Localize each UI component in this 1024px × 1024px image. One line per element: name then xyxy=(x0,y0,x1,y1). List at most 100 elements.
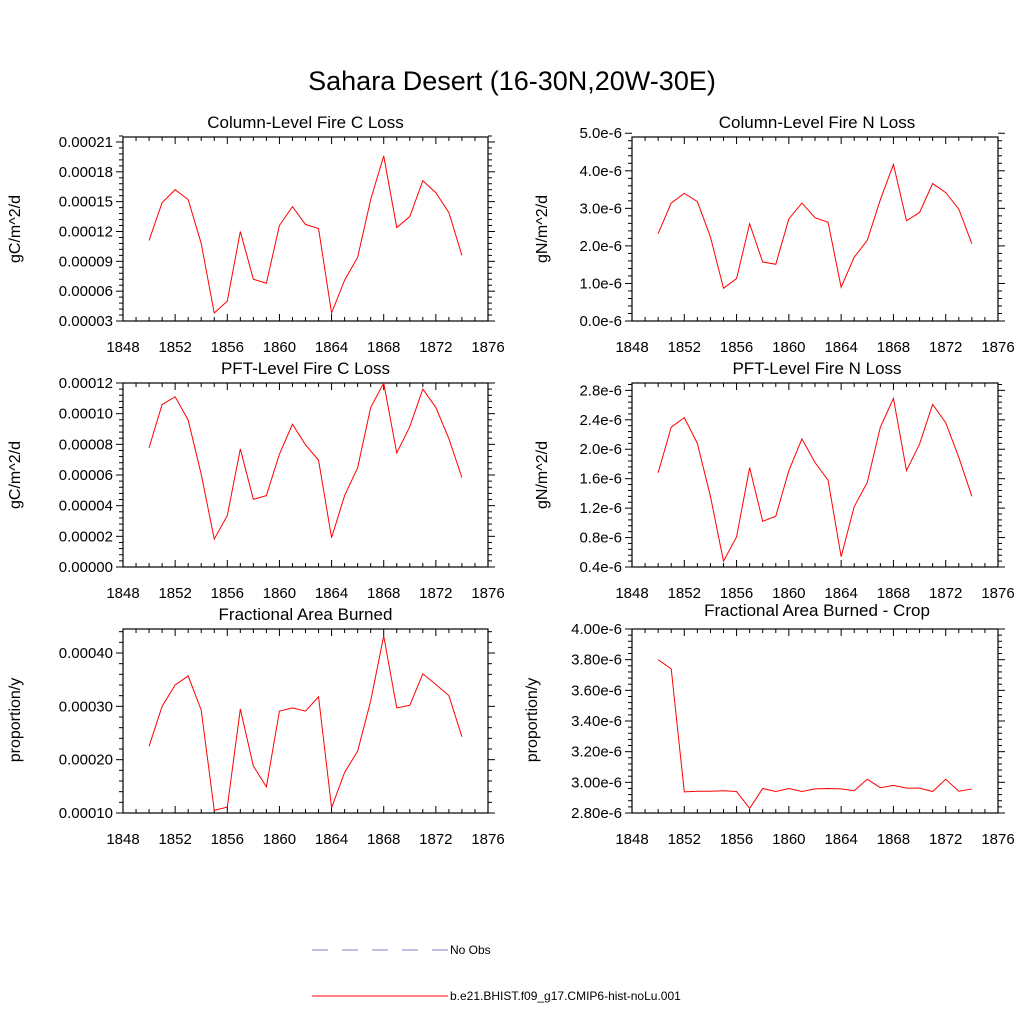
series-line xyxy=(657,396,973,563)
panel-area-burned: 1848 1852 1856 1860 1864 1868 1872 1876 0.00010 0… xyxy=(59,628,505,848)
y-tick-label: 1.2e-6 xyxy=(579,500,622,517)
x-tick-label: 1856 xyxy=(720,831,753,848)
x-tick-label: 1848 xyxy=(615,339,648,356)
y-tick-label: 0.00012 xyxy=(59,375,113,392)
y-tick-label: 1.6e-6 xyxy=(579,471,622,488)
x-tick-label: 1856 xyxy=(720,585,753,602)
y-tick-label: 0.00010 xyxy=(59,406,113,423)
panel-title-column-c: Column-Level Fire C Loss xyxy=(207,113,404,132)
y-tick-label: 3.80e-6 xyxy=(571,652,622,669)
y-tick-label: 3.20e-6 xyxy=(571,744,622,761)
y-tick-label: 0.00003 xyxy=(59,313,113,330)
panel-title-area-burned-crop: Fractional Area Burned - Crop xyxy=(704,601,930,620)
x-tick-label: 1856 xyxy=(211,831,244,848)
y-tick-label: 2.4e-6 xyxy=(579,412,622,429)
y-tick-label: 4.00e-6 xyxy=(571,621,622,638)
x-tick-label: 1848 xyxy=(615,831,648,848)
y-tick-label: 3.40e-6 xyxy=(571,713,622,730)
y-tick-label: 2.8e-6 xyxy=(579,382,622,399)
legend-label-no-obs: No Obs xyxy=(450,943,491,957)
legend: No Obs b.e21.BHIST.f09_g17.CMIP6-hist-no… xyxy=(312,943,681,1003)
y-tick-label: 0.00010 xyxy=(59,805,113,822)
series-line xyxy=(148,381,463,541)
x-tick-label: 1876 xyxy=(471,585,504,602)
y-tick-label: 0.4e-6 xyxy=(579,559,622,576)
x-tick-label: 1872 xyxy=(929,585,962,602)
ylabel-pft-c: gC/m^2/d xyxy=(7,441,24,509)
y-tick-label: 0.00006 xyxy=(59,283,113,300)
x-tick-label: 1868 xyxy=(877,831,910,848)
plot-frame xyxy=(631,628,999,814)
x-tick-label: 1868 xyxy=(367,831,400,848)
x-tick-label: 1864 xyxy=(315,339,348,356)
panel-title-area-burned: Fractional Area Burned xyxy=(219,605,393,624)
x-tick-label: 1852 xyxy=(158,831,191,848)
x-tick-label: 1876 xyxy=(471,339,504,356)
x-tick-label: 1860 xyxy=(772,831,805,848)
x-tick-label: 1852 xyxy=(158,585,191,602)
x-tick-label: 1852 xyxy=(668,339,701,356)
x-tick-label: 1860 xyxy=(772,339,805,356)
x-tick-label: 1860 xyxy=(263,339,296,356)
x-tick-label: 1872 xyxy=(419,339,452,356)
panel-title-pft-n: PFT-Level Fire N Loss xyxy=(732,359,901,378)
y-tick-label: 0.00021 xyxy=(59,134,113,151)
x-tick-label: 1868 xyxy=(367,585,400,602)
plot-frame xyxy=(122,136,489,322)
y-tick-label: 2.80e-6 xyxy=(571,805,622,822)
x-tick-label: 1868 xyxy=(367,339,400,356)
x-tick-label: 1864 xyxy=(824,585,857,602)
y-tick-label: 5.0e-6 xyxy=(579,125,622,142)
y-tick-label: 0.00015 xyxy=(59,194,113,211)
y-tick-label: 1.0e-6 xyxy=(579,275,622,292)
x-tick-label: 1872 xyxy=(929,831,962,848)
x-tick-label: 1872 xyxy=(419,831,452,848)
panel-pft-n: 1848 1852 1856 1860 1864 1868 1872 1876 0.4e-6 0.… xyxy=(579,382,1014,602)
x-tick-label: 1848 xyxy=(106,585,139,602)
plot-frame xyxy=(122,382,489,568)
x-tick-label: 1860 xyxy=(263,831,296,848)
panel-title-pft-c: PFT-Level Fire C Loss xyxy=(221,359,390,378)
y-tick-label: 0.00020 xyxy=(59,752,113,769)
ylabel-column-c: gC/m^2/d xyxy=(7,195,24,263)
y-tick-label: 0.00004 xyxy=(59,498,113,515)
y-tick-label: 0.00009 xyxy=(59,253,113,270)
x-tick-label: 1856 xyxy=(720,339,753,356)
ylabel-area-burned-crop: proportion/y xyxy=(524,678,541,763)
x-tick-label: 1872 xyxy=(929,339,962,356)
ylabel-column-n: gN/m^2/d xyxy=(534,195,551,263)
x-tick-label: 1864 xyxy=(824,831,857,848)
y-tick-label: 2.0e-6 xyxy=(579,441,622,458)
plot-frame xyxy=(631,136,999,322)
plot-frame xyxy=(122,628,489,814)
x-tick-label: 1876 xyxy=(471,831,504,848)
y-tick-label: 0.00000 xyxy=(59,559,113,576)
ylabel-area-burned: proportion/y xyxy=(7,678,24,763)
y-tick-label: 0.0e-6 xyxy=(579,313,622,330)
x-tick-label: 1852 xyxy=(668,585,701,602)
x-tick-label: 1852 xyxy=(158,339,191,356)
y-tick-label: 0.00006 xyxy=(59,467,113,484)
y-tick-label: 0.00002 xyxy=(59,528,113,545)
x-tick-label: 1848 xyxy=(106,831,139,848)
x-tick-label: 1876 xyxy=(981,339,1014,356)
x-tick-label: 1860 xyxy=(263,585,296,602)
x-tick-label: 1856 xyxy=(211,585,244,602)
plot-frame xyxy=(631,382,999,568)
x-tick-label: 1864 xyxy=(824,339,857,356)
y-tick-label: 0.00018 xyxy=(59,164,113,181)
series-line xyxy=(148,155,463,315)
x-tick-label: 1864 xyxy=(315,831,348,848)
x-tick-label: 1860 xyxy=(772,585,805,602)
panel-area-burned-crop: 1848 1852 1856 1860 1864 1868 1872 1876 2.80e-6 3… xyxy=(571,621,1015,848)
legend-label-model: b.e21.BHIST.f09_g17.CMIP6-hist-noLu.001 xyxy=(450,989,681,1003)
y-tick-label: 3.0e-6 xyxy=(579,200,622,217)
x-tick-label: 1872 xyxy=(419,585,452,602)
y-tick-label: 2.0e-6 xyxy=(579,238,622,255)
x-tick-label: 1864 xyxy=(315,585,348,602)
x-tick-label: 1848 xyxy=(106,339,139,356)
x-tick-label: 1876 xyxy=(981,831,1014,848)
panel-column-c: 1848 1852 1856 1860 1864 1868 1872 1876 0.00003 0… xyxy=(59,134,505,356)
series-line xyxy=(148,635,463,811)
series-line xyxy=(657,659,972,810)
